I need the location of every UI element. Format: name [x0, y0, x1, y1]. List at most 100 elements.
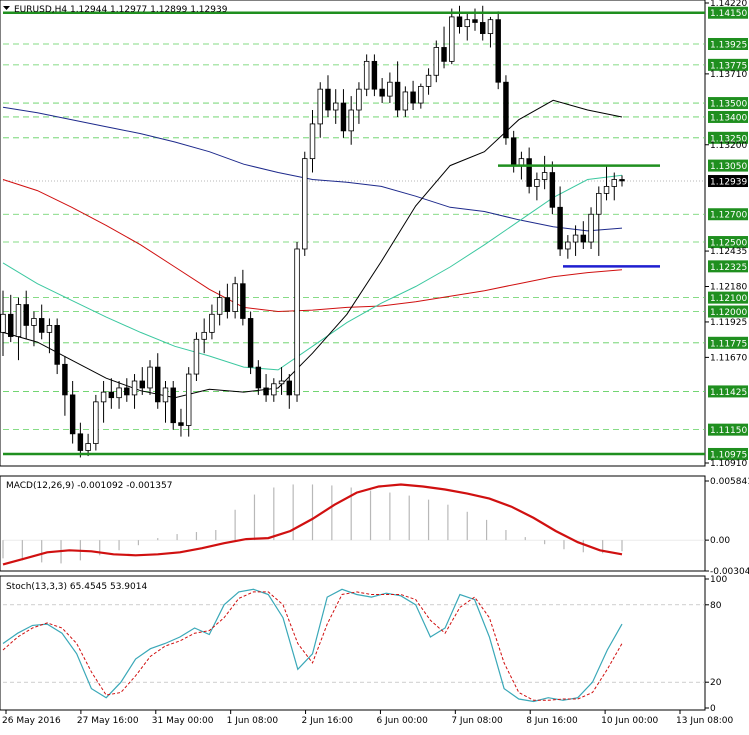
- time-axis-label: 27 May 16:00: [77, 716, 139, 726]
- candle-body: [278, 380, 285, 385]
- time-axis-label: 1 Jun 08:00: [227, 716, 279, 726]
- price-level-label: 1.13250: [710, 134, 747, 144]
- stoch-axis-label: 80: [710, 601, 722, 611]
- candle-body: [464, 19, 470, 28]
- candle-body: [348, 109, 354, 132]
- candle-body: [116, 387, 122, 399]
- candle-body: [38, 318, 45, 333]
- price-level-badge: [708, 58, 748, 71]
- candle-body: [100, 391, 107, 403]
- price-level-badge: [708, 336, 748, 349]
- price-level-badge: [708, 260, 748, 273]
- candle-body: [232, 283, 238, 312]
- price-axis-label: 1.13200: [710, 141, 747, 151]
- candle-body: [309, 123, 316, 160]
- time-axis-label: 13 Jun 08:00: [676, 716, 733, 726]
- candle-body: [286, 380, 293, 396]
- candle-body: [596, 192, 602, 215]
- moving-average-teal: [2, 174, 623, 371]
- stoch-plot: [2, 588, 705, 703]
- price-level-label: 1.12500: [710, 239, 747, 249]
- price-axis-label: 1.11925: [710, 318, 747, 328]
- price-axis-label: 1.12435: [710, 247, 747, 257]
- candle-body: [108, 391, 115, 399]
- candle-body: [325, 88, 331, 111]
- price-level-label: 1.12939: [710, 178, 747, 188]
- macd-signal-line: [2, 483, 623, 566]
- stoch-signal-line: [2, 591, 623, 701]
- candle-body: [565, 241, 571, 250]
- candle-body: [402, 91, 409, 111]
- candle-body: [139, 380, 145, 389]
- candle-body: [371, 60, 378, 90]
- price-level-label: 1.13925: [710, 40, 747, 50]
- candle-body: [363, 60, 370, 90]
- price-level-badge: [708, 6, 748, 19]
- price-axis-label: 1.10910: [710, 459, 747, 469]
- macd-axis-label: 0.00: [710, 536, 730, 546]
- price-level-label: 1.12100: [710, 294, 747, 304]
- candle-body: [193, 338, 200, 375]
- candle-body: [495, 19, 501, 83]
- candle-body: [8, 313, 14, 337]
- candle-body: [418, 85, 424, 104]
- candle-body: [580, 234, 587, 243]
- candle-body: [263, 387, 269, 396]
- candle-body: [572, 234, 579, 243]
- candle-body: [247, 318, 254, 368]
- candle-body: [603, 186, 610, 194]
- candle-body: [23, 304, 29, 326]
- price-level-badge: [708, 110, 748, 123]
- price-level-label: 1.14150: [710, 9, 747, 19]
- candle-body: [619, 179, 625, 182]
- candle-body: [472, 19, 478, 23]
- candle-body: [503, 81, 509, 139]
- price-level-label: 1.13500: [710, 100, 747, 110]
- stoch-panel-frame: [0, 575, 706, 711]
- candle-body: [340, 102, 347, 132]
- candle-body: [201, 331, 207, 340]
- price-level-label: 1.12700: [710, 211, 747, 221]
- price-level-badge: [708, 423, 748, 436]
- macd-plot: [2, 483, 705, 566]
- price-level-badge: [708, 305, 748, 318]
- candle-body: [147, 366, 153, 389]
- candle-body: [456, 16, 463, 28]
- price-level-label: 1.13775: [710, 61, 747, 71]
- candle-body: [216, 297, 223, 315]
- candle-body: [85, 443, 91, 451]
- candle-body: [54, 325, 60, 365]
- stoch-axis-label: 0: [710, 704, 716, 714]
- candle-body: [62, 363, 68, 396]
- time-axis-label: 7 Jun 08:00: [451, 716, 503, 726]
- stoch-header: Stoch(13,3,3) 65.4545 53.9014: [6, 582, 147, 592]
- price-level-label: 1.11425: [710, 388, 747, 398]
- price-level-badge: [708, 175, 748, 188]
- horizontal-lines[interactable]: [3, 11, 705, 456]
- dropdown-triangle-icon[interactable]: [3, 6, 10, 10]
- time-axis-label: 2 Jun 16:00: [302, 716, 354, 726]
- candle-body: [224, 297, 231, 312]
- moving-averages: [2, 99, 623, 399]
- candle-body: [534, 179, 540, 187]
- price-level-label: 1.13400: [710, 113, 747, 123]
- price-level-label: 1.13050: [710, 162, 747, 172]
- price-level-badge: [708, 159, 748, 172]
- level-lines: [3, 43, 705, 431]
- candle-body: [31, 318, 37, 326]
- candle-body: [332, 102, 339, 111]
- candle-body: [394, 81, 401, 111]
- candle-body: [209, 313, 215, 333]
- price-axis-label: 1.14220: [710, 0, 747, 9]
- candle-body: [487, 19, 494, 34]
- time-axis-label: 10 Jun 00:00: [601, 716, 658, 726]
- candle-body: [317, 88, 323, 125]
- candle-body: [557, 206, 563, 250]
- price-axis-label: 1.12180: [710, 283, 747, 293]
- stoch-main-line: [2, 588, 623, 703]
- price-axis-label: 1.13710: [710, 70, 747, 80]
- candle-body: [541, 172, 548, 180]
